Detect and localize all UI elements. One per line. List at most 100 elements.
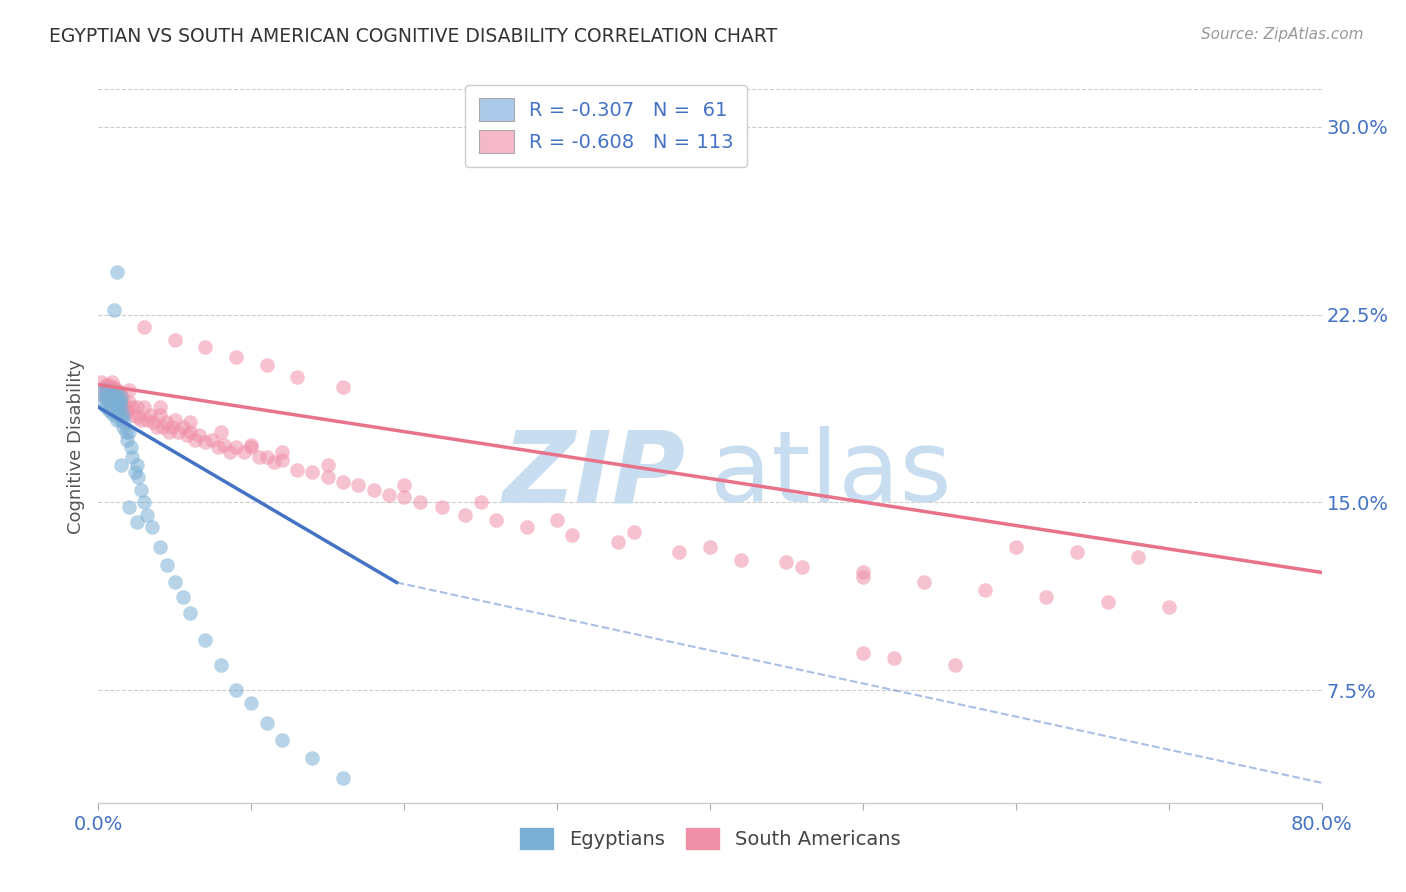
Point [97, 387, 120, 401]
Point [561, 528, 583, 542]
Point [240, 440, 263, 454]
Point [209, 658, 232, 673]
Point [98, 402, 121, 417]
Point [1097, 595, 1119, 609]
Point [232, 445, 254, 459]
Point [163, 413, 186, 427]
Point [115, 402, 138, 417]
Point [101, 400, 124, 414]
Point [157, 425, 180, 440]
Point [110, 458, 132, 472]
Point [108, 385, 131, 400]
Point [110, 390, 132, 404]
Point [485, 513, 508, 527]
Point [127, 410, 149, 425]
Point [103, 380, 125, 394]
Point [101, 375, 124, 389]
Point [546, 513, 568, 527]
Point [136, 508, 159, 522]
Point [883, 650, 905, 665]
Point [103, 390, 125, 404]
Point [225, 683, 247, 698]
Point [134, 495, 156, 509]
Point [301, 750, 323, 764]
Point [200, 433, 222, 447]
Point [172, 420, 194, 434]
Point [134, 400, 156, 414]
Point [111, 408, 134, 422]
Point [122, 408, 145, 422]
Point [176, 427, 198, 442]
Point [127, 470, 149, 484]
Point [121, 450, 143, 465]
Point [852, 566, 875, 580]
Point [212, 438, 235, 452]
Point [316, 458, 339, 472]
Point [136, 413, 159, 427]
Point [108, 395, 131, 409]
Point [93, 380, 115, 394]
Point [363, 483, 385, 497]
Point [225, 350, 247, 364]
Point [107, 392, 129, 407]
Point [108, 408, 131, 422]
Y-axis label: Cognitive Disability: Cognitive Disability [66, 359, 84, 533]
Point [105, 265, 128, 279]
Point [110, 400, 132, 414]
Point [139, 408, 162, 422]
Point [256, 358, 278, 372]
Point [347, 478, 370, 492]
Point [90, 375, 112, 389]
Legend: Egyptians, South Americans: Egyptians, South Americans [512, 819, 908, 857]
Point [104, 390, 127, 404]
Point [256, 715, 278, 730]
Point [104, 383, 127, 397]
Point [105, 400, 128, 414]
Point [149, 408, 172, 422]
Point [194, 435, 217, 450]
Point [120, 440, 142, 454]
Point [240, 696, 263, 710]
Text: Source: ZipAtlas.com: Source: ZipAtlas.com [1201, 27, 1364, 42]
Point [263, 455, 285, 469]
Point [125, 458, 148, 472]
Point [974, 582, 997, 597]
Point [110, 413, 132, 427]
Point [105, 387, 128, 401]
Point [392, 478, 416, 492]
Point [100, 392, 122, 407]
Point [101, 387, 124, 401]
Point [152, 420, 174, 434]
Point [301, 465, 323, 479]
Point [110, 387, 132, 401]
Point [115, 425, 138, 440]
Point [94, 400, 117, 414]
Point [392, 491, 416, 505]
Point [141, 520, 163, 534]
Text: atlas: atlas [710, 426, 952, 523]
Point [1066, 545, 1088, 559]
Point [207, 440, 229, 454]
Point [111, 395, 134, 409]
Point [432, 500, 454, 515]
Point [852, 646, 875, 660]
Point [285, 370, 308, 384]
Point [775, 556, 797, 570]
Point [332, 475, 354, 490]
Point [98, 390, 121, 404]
Point [100, 392, 122, 407]
Point [607, 535, 630, 549]
Point [163, 333, 186, 347]
Point [124, 465, 146, 479]
Point [172, 591, 194, 605]
Point [256, 450, 278, 465]
Point [516, 520, 538, 534]
Point [118, 500, 141, 515]
Point [125, 516, 148, 530]
Point [103, 385, 125, 400]
Point [332, 380, 354, 394]
Point [1035, 591, 1057, 605]
Point [1128, 550, 1150, 565]
Point [699, 541, 721, 555]
Point [285, 463, 308, 477]
